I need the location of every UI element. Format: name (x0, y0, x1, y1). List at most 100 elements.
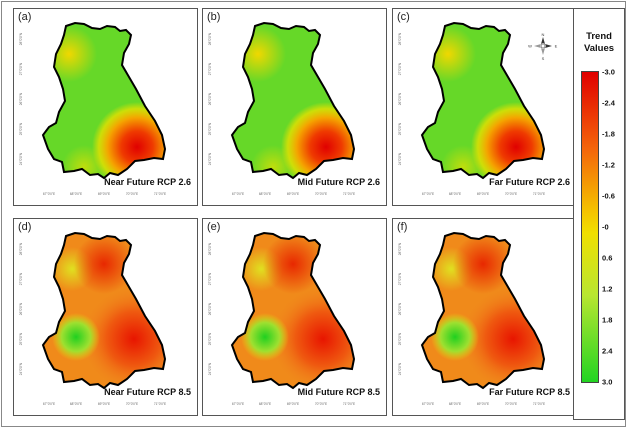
lon-tick-label: 69°0'0"E (98, 192, 110, 196)
lon-tick-label: 67°0'0"E (422, 192, 434, 196)
lon-tick-label: 68°0'0"E (449, 192, 461, 196)
map-panel: 67°0'0"E 68°0'0"E 69°0'0"E 70°0'0"E 71°0'0"E… (202, 218, 387, 416)
lon-tick-label: 70°0'0"E (126, 402, 138, 406)
panel-title: Mid Future RCP 2.6 (297, 177, 380, 187)
lat-tick-label: 28°0'0"N (19, 32, 23, 45)
lat-tick-label: 24°0'0"N (398, 152, 402, 165)
lon-tick-label: 67°0'0"E (232, 402, 244, 406)
map-svg: 67°0'0"E 68°0'0"E 69°0'0"E 70°0'0"E 71°0'0"E… (398, 231, 546, 406)
map-panel: 67°0'0"E 68°0'0"E 69°0'0"E 70°0'0"E 71°0'0"E… (392, 8, 577, 206)
lat-tick-label: 27°0'0"N (208, 272, 212, 285)
lon-tick-label: 70°0'0"E (126, 192, 138, 196)
map-panel: 67°0'0"E 68°0'0"E 69°0'0"E 70°0'0"E 71°0'0"E… (202, 8, 387, 206)
lon-tick-label: 70°0'0"E (315, 192, 327, 196)
lat-tick-label: 25°0'0"N (208, 122, 212, 135)
legend-tick-label: 1.2 (602, 284, 613, 294)
legend-tick-label: -0.6 (602, 191, 615, 201)
map-svg: 67°0'0"E 68°0'0"E 69°0'0"E 70°0'0"E 71°0'0"E… (208, 231, 356, 406)
panel-letter: (b) (207, 11, 221, 23)
lat-tick-label: 28°0'0"N (208, 32, 212, 45)
map-panel: 67°0'0"E 68°0'0"E 69°0'0"E 70°0'0"E 71°0'0"E… (13, 8, 198, 206)
lat-tick-label: 27°0'0"N (19, 62, 23, 75)
legend-tick-label: 0.6 (602, 253, 613, 263)
map-panel: 67°0'0"E 68°0'0"E 69°0'0"E 70°0'0"E 71°0'0"E… (392, 218, 577, 416)
lat-tick-label: 26°0'0"N (208, 302, 212, 315)
lat-tick-label: 27°0'0"N (208, 62, 212, 75)
lat-tick-label: 28°0'0"N (398, 242, 402, 255)
panel-letter: (e) (207, 221, 221, 233)
lat-tick-label: 28°0'0"N (398, 32, 402, 45)
legend-title-line1: Trend (586, 31, 612, 42)
province-boundary (420, 231, 546, 390)
legend-tick-label: -2.4 (602, 98, 615, 108)
lon-tick-label: 71°0'0"E (343, 402, 355, 406)
panel-title: Near Future RCP 2.6 (104, 177, 191, 187)
svg-text:S: S (542, 56, 545, 61)
panel-title: Far Future RCP 8.5 (489, 387, 570, 397)
lat-tick-label: 26°0'0"N (398, 92, 402, 105)
lon-tick-label: 69°0'0"E (477, 402, 489, 406)
lat-tick-label: 28°0'0"N (19, 242, 23, 255)
panel-title: Far Future RCP 2.6 (489, 177, 570, 187)
lon-tick-label: 67°0'0"E (232, 192, 244, 196)
legend-tick-label: 3.0 (602, 377, 613, 387)
lon-tick-label: 71°0'0"E (154, 192, 166, 196)
lon-tick-label: 70°0'0"E (505, 402, 517, 406)
map-svg: 67°0'0"E 68°0'0"E 69°0'0"E 70°0'0"E 71°0'0"E… (19, 21, 167, 196)
lat-tick-label: 28°0'0"N (208, 242, 212, 255)
legend-title-line2: Values (583, 43, 615, 54)
panel-letter: (a) (18, 11, 32, 23)
lat-tick-label: 25°0'0"N (398, 332, 402, 345)
lat-tick-label: 26°0'0"N (19, 92, 23, 105)
lon-tick-label: 69°0'0"E (287, 402, 299, 406)
panel-letter: (f) (397, 221, 408, 233)
lat-tick-label: 25°0'0"N (208, 332, 212, 345)
legend-tick-label: 1.8 (602, 315, 613, 325)
map-svg: 67°0'0"E 68°0'0"E 69°0'0"E 70°0'0"E 71°0'0"E… (398, 21, 546, 196)
lat-tick-label: 26°0'0"N (19, 302, 23, 315)
map-svg: 67°0'0"E 68°0'0"E 69°0'0"E 70°0'0"E 71°0'0"E… (19, 231, 166, 406)
panel-title: Near Future RCP 8.5 (104, 387, 191, 397)
svg-text:E: E (555, 44, 558, 49)
province-boundary (230, 231, 356, 390)
map-panel: 67°0'0"E 68°0'0"E 69°0'0"E 70°0'0"E 71°0'0"E… (13, 218, 198, 416)
lon-tick-label: 71°0'0"E (533, 192, 545, 196)
lon-tick-label: 67°0'0"E (43, 192, 55, 196)
lat-tick-label: 25°0'0"N (19, 332, 23, 345)
north-arrow-icon: N E S W (528, 31, 558, 61)
legend-tick-label: -0 (602, 222, 609, 232)
map-svg: 67°0'0"E 68°0'0"E 69°0'0"E 70°0'0"E 71°0'0"E… (208, 21, 356, 196)
lon-tick-label: 69°0'0"E (98, 402, 110, 406)
lat-tick-label: 24°0'0"N (398, 362, 402, 375)
province-boundary (230, 21, 356, 180)
lat-tick-label: 27°0'0"N (398, 272, 402, 285)
province-boundary (420, 21, 546, 180)
lat-tick-label: 27°0'0"N (19, 272, 23, 285)
lon-tick-label: 68°0'0"E (70, 192, 82, 196)
lon-tick-label: 70°0'0"E (505, 192, 517, 196)
svg-text:W: W (528, 44, 532, 49)
lat-tick-label: 27°0'0"N (398, 62, 402, 75)
lon-tick-label: 70°0'0"E (315, 402, 327, 406)
panel-letter: (c) (397, 11, 410, 23)
lon-tick-label: 69°0'0"E (477, 192, 489, 196)
legend-color-bar (581, 71, 599, 383)
legend-tick-label: -1.2 (602, 160, 615, 170)
legend-tick-label: -3.0 (602, 67, 615, 77)
lat-tick-label: 24°0'0"N (208, 362, 212, 375)
svg-text:N: N (542, 32, 545, 37)
lat-tick-label: 26°0'0"N (208, 92, 212, 105)
lon-tick-label: 71°0'0"E (533, 402, 545, 406)
province-boundary (41, 21, 167, 180)
lat-tick-label: 24°0'0"N (19, 152, 23, 165)
lon-tick-label: 71°0'0"E (154, 402, 166, 406)
lon-tick-label: 67°0'0"E (422, 402, 434, 406)
lon-tick-label: 68°0'0"E (70, 402, 82, 406)
panel-letter: (d) (18, 221, 32, 233)
lat-tick-label: 24°0'0"N (19, 362, 23, 375)
lon-tick-label: 69°0'0"E (287, 192, 299, 196)
legend-tick-label: 2.4 (602, 346, 613, 356)
lat-tick-label: 25°0'0"N (398, 122, 402, 135)
lon-tick-label: 71°0'0"E (343, 192, 355, 196)
legend-title: Trend Values (574, 31, 624, 55)
